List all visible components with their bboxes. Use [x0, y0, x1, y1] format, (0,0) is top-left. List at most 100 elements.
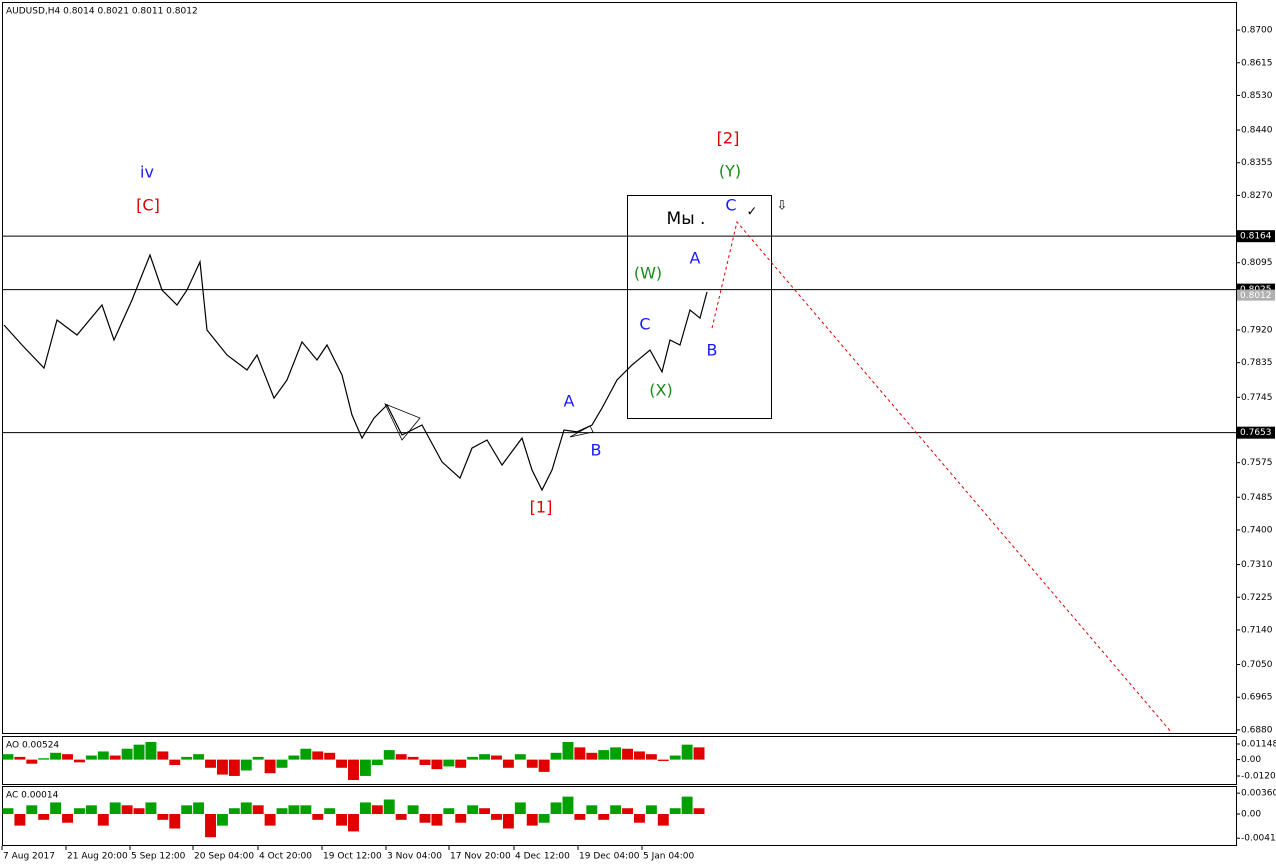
histogram-bar	[502, 814, 514, 829]
wave-label: (X)	[649, 381, 672, 400]
histogram-bar	[348, 759, 359, 781]
y-tick-label: 0.7310	[1241, 560, 1273, 570]
histogram-bar	[300, 748, 312, 760]
y-tick-label: 0.8095	[1241, 258, 1273, 268]
histogram-bar	[336, 759, 348, 768]
histogram-bar	[681, 744, 693, 760]
histogram-bar	[431, 814, 443, 826]
histogram-bar	[431, 759, 443, 770]
histogram-bar	[14, 756, 26, 760]
last-price-bg	[1237, 289, 1275, 301]
histogram-bar	[181, 756, 193, 760]
x-tick-label: 19 Dec 04:00	[579, 852, 640, 862]
histogram-bar	[693, 747, 705, 760]
y-tick-label: 0.8355	[1241, 158, 1273, 168]
histogram-bar	[598, 814, 610, 820]
histogram-bar	[312, 751, 324, 760]
histogram-bar	[62, 754, 73, 760]
histogram-bar	[657, 759, 669, 761]
histogram-bar	[73, 759, 85, 763]
y-tick-label: 0.00	[1241, 755, 1261, 765]
histogram-bar	[97, 814, 109, 826]
ao-title: AO 0.00524	[6, 741, 59, 751]
histogram-bar	[169, 759, 181, 766]
x-tick-label: 4 Dec 12:00	[515, 852, 570, 862]
level-label: 0.7653	[1240, 428, 1272, 438]
histogram-bar	[121, 805, 133, 815]
histogram-bar	[574, 747, 586, 760]
y-tick-label: -0.00417	[1241, 834, 1276, 844]
y-tick-label: 0.8270	[1241, 191, 1273, 201]
histogram-bar	[276, 808, 288, 815]
level-label: 0.8164	[1240, 232, 1272, 242]
histogram-bar	[467, 756, 479, 760]
histogram-bar	[491, 755, 502, 760]
y-tick-label: 0.6880	[1241, 725, 1273, 735]
histogram-bar	[26, 759, 38, 764]
histogram-bar	[514, 802, 526, 815]
x-tick-label: 4 Oct 20:00	[259, 852, 312, 862]
histogram-bar	[574, 814, 586, 820]
triangle-drawing	[569, 425, 594, 438]
wave-label: [2]	[717, 129, 740, 148]
histogram-bar	[383, 750, 395, 760]
y-tick-label: 0.7575	[1241, 458, 1273, 468]
ao-panel-frame	[2, 736, 1237, 785]
wave-label: [1]	[530, 498, 553, 517]
histogram-bar	[622, 748, 634, 760]
histogram-bar	[300, 805, 312, 815]
histogram-bar	[455, 814, 467, 823]
histogram-bar	[216, 814, 228, 826]
histogram-bar	[228, 759, 240, 776]
histogram-bar	[371, 805, 383, 815]
chart-title: AUDUSD,H4 0.8014 0.8021 0.8011 0.8012	[6, 7, 198, 17]
histogram-bar	[669, 808, 681, 815]
histogram-bar	[622, 808, 634, 815]
histogram-bar	[443, 759, 455, 767]
histogram-bar	[288, 805, 300, 815]
last-price-label: 0.8012	[1240, 291, 1272, 301]
forecast-line	[711, 220, 1173, 734]
histogram-bar	[50, 802, 62, 815]
histogram-bar	[395, 754, 407, 760]
histogram-bar	[205, 814, 216, 838]
histogram-bar	[240, 802, 252, 815]
y-tick-label: 0.8440	[1241, 126, 1273, 136]
y-tick-label: 0.6965	[1241, 693, 1273, 703]
wave-label: C	[725, 196, 736, 215]
histogram-bar	[288, 755, 300, 760]
histogram-bar	[586, 752, 598, 760]
histogram-bar	[467, 805, 479, 815]
wave-label: [C]	[136, 196, 160, 215]
histogram-bar	[2, 808, 14, 815]
histogram-bar	[97, 751, 109, 760]
histogram-bar	[359, 802, 371, 815]
wave-label: (W)	[634, 264, 662, 283]
histogram-bar	[252, 756, 264, 760]
histogram-bar	[145, 741, 157, 760]
histogram-bar	[348, 814, 359, 832]
histogram-bar	[645, 754, 657, 760]
wave-label: ✓	[747, 205, 758, 220]
level-label-bg	[1237, 230, 1275, 243]
histogram-bar	[228, 808, 240, 815]
histogram-bar	[85, 755, 97, 760]
triangle-drawing	[384, 403, 421, 441]
y-tick-label: 0.7920	[1241, 326, 1273, 336]
histogram-bar	[657, 814, 669, 826]
y-tick-label: 0.8700	[1241, 26, 1273, 36]
histogram-bar	[324, 752, 336, 760]
histogram-bar	[598, 750, 610, 760]
histogram-bar	[240, 759, 252, 771]
histogram-bar	[121, 748, 133, 760]
histogram-bar	[73, 808, 85, 815]
histogram-bar	[371, 759, 383, 766]
histogram-bar	[169, 814, 181, 829]
y-tick-label: 0.01148	[1241, 740, 1276, 750]
histogram-bar	[359, 759, 371, 776]
wave-label: B	[707, 341, 718, 360]
x-tick-label: 17 Nov 20:00	[450, 852, 511, 862]
histogram-bar	[419, 814, 431, 823]
histogram-bar	[669, 755, 681, 760]
